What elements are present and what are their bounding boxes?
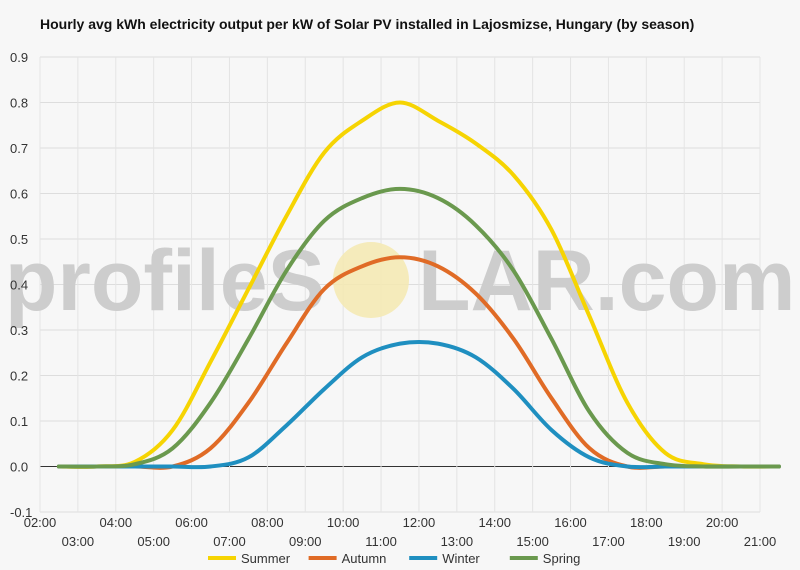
chart-title: Hourly avg kWh electricity output per kW…	[40, 16, 695, 32]
legend-label: Summer	[241, 551, 291, 566]
x-tick-label: 17:00	[592, 534, 625, 549]
x-tick-label: 20:00	[706, 515, 739, 530]
x-tick-label: 02:00	[24, 515, 57, 530]
x-tick-label: 15:00	[516, 534, 549, 549]
y-tick-label: 0.0	[10, 460, 28, 475]
x-tick-label: 09:00	[289, 534, 322, 549]
x-tick-label: 10:00	[327, 515, 360, 530]
x-axis-ticks: 02:00 04:00 06:00 08:00 10:00 12:00 14:00 16:00…	[24, 515, 777, 549]
watermark-sun-icon	[333, 242, 409, 318]
x-tick-label: 14:00	[478, 515, 511, 530]
x-tick-label: 05:00	[137, 534, 170, 549]
series-line-summer	[56, 100, 781, 469]
y-tick-label: 0.3	[10, 323, 28, 338]
y-tick-label: 0.8	[10, 96, 28, 111]
legend: Summer Autumn Winter Spring	[208, 551, 580, 566]
legend-label: Winter	[442, 551, 480, 566]
watermark-text-left: profileS	[5, 233, 325, 329]
y-tick-label: 0.2	[10, 369, 28, 384]
y-tick-label: 0.9	[10, 50, 28, 65]
x-tick-label: 16:00	[554, 515, 587, 530]
y-axis-ticks: -0.1 0.0 0.1 0.2 0.3 0.4 0.5 0.6 0.7 0.8 0.9	[10, 50, 32, 520]
watermark-text-right: LAR.com	[418, 233, 795, 329]
x-tick-label: 18:00	[630, 515, 663, 530]
x-tick-label: 11:00	[365, 534, 397, 549]
x-tick-label: 21:00	[744, 534, 777, 549]
y-tick-label: 0.1	[10, 414, 28, 429]
series-line-spring	[56, 186, 781, 469]
legend-label: Spring	[543, 551, 581, 566]
x-tick-label: 07:00	[213, 534, 246, 549]
x-tick-label: 13:00	[441, 534, 474, 549]
x-tick-label: 06:00	[175, 515, 208, 530]
x-tick-label: 08:00	[251, 515, 284, 530]
x-tick-label: 19:00	[668, 534, 701, 549]
watermark: profileS LAR.com	[5, 233, 796, 329]
x-tick-label: 03:00	[62, 534, 95, 549]
legend-label: Autumn	[342, 551, 387, 566]
y-tick-label: 0.7	[10, 141, 28, 156]
x-tick-label: 12:00	[403, 515, 436, 530]
y-tick-label: -0.1	[10, 505, 32, 520]
y-tick-label: 0.4	[10, 278, 28, 293]
x-tick-label: 04:00	[100, 515, 133, 530]
series-lines	[56, 100, 781, 470]
series-line-winter	[56, 339, 781, 470]
y-tick-label: 0.6	[10, 187, 28, 202]
y-tick-label: 0.5	[10, 232, 28, 247]
